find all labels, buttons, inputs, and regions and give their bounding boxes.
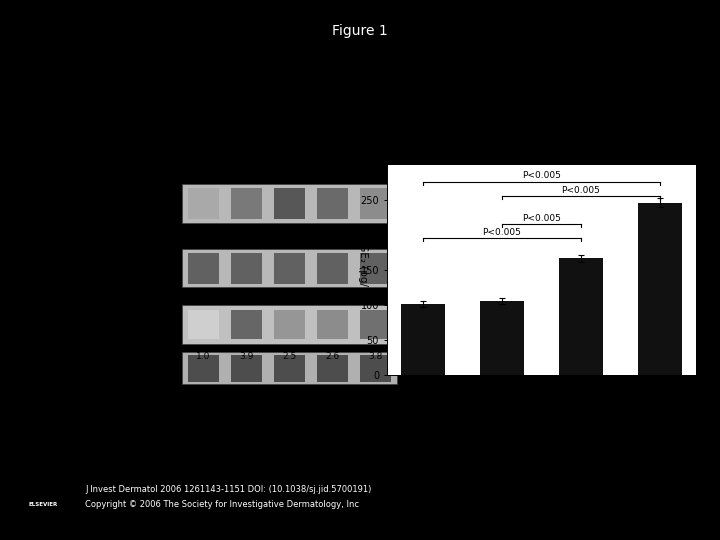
Text: 1.0: 1.0 bbox=[238, 393, 254, 402]
Bar bbox=[188, 188, 219, 219]
Bar bbox=[318, 253, 348, 284]
Bar bbox=[188, 310, 219, 339]
Bar bbox=[182, 249, 397, 287]
Text: 1.0: 1.0 bbox=[238, 296, 254, 306]
Bar bbox=[182, 184, 397, 222]
Bar bbox=[360, 310, 392, 339]
Bar bbox=[188, 253, 219, 284]
Text: β-Actin: β-Actin bbox=[144, 264, 176, 273]
Text: α-Tubulin: α-Tubulin bbox=[138, 363, 176, 373]
Text: b: b bbox=[91, 292, 100, 305]
Text: pcDNA: pcDNA bbox=[188, 296, 219, 306]
Bar bbox=[182, 306, 397, 343]
Text: B4: B4 bbox=[240, 296, 253, 306]
Text: E4: E4 bbox=[327, 168, 338, 178]
Text: 2.6: 2.6 bbox=[325, 353, 340, 361]
Bar bbox=[231, 253, 262, 284]
Y-axis label: PGE₂ (pg/ml): PGE₂ (pg/ml) bbox=[358, 237, 368, 303]
Text: c: c bbox=[407, 164, 414, 177]
Text: ELSEVIER: ELSEVIER bbox=[29, 502, 58, 507]
Bar bbox=[480, 301, 523, 375]
Bar bbox=[360, 188, 392, 219]
Text: 2.5: 2.5 bbox=[282, 353, 297, 361]
Bar bbox=[638, 202, 682, 375]
Bar bbox=[318, 188, 348, 219]
Text: 1.0: 1.0 bbox=[197, 353, 210, 361]
Bar bbox=[274, 355, 305, 382]
Text: 3.8: 3.8 bbox=[369, 353, 383, 361]
Bar bbox=[182, 353, 397, 384]
Text: 3.9: 3.9 bbox=[239, 353, 253, 361]
Text: G7: G7 bbox=[369, 168, 382, 178]
Text: C5: C5 bbox=[284, 296, 296, 306]
Text: 1.0: 1.0 bbox=[197, 232, 210, 240]
Bar bbox=[360, 253, 392, 284]
Text: J Invest Dermatol 2006 1261143-1151 DOI: (10.1038/sj.jid.5700191): J Invest Dermatol 2006 1261143-1151 DOI:… bbox=[85, 485, 372, 494]
Bar bbox=[231, 188, 262, 219]
Text: C5: C5 bbox=[284, 168, 296, 178]
Text: 1.0: 1.0 bbox=[325, 296, 341, 306]
Text: B4: B4 bbox=[240, 168, 253, 178]
Bar bbox=[231, 310, 262, 339]
Bar bbox=[274, 188, 305, 219]
Text: 🌲: 🌲 bbox=[39, 476, 48, 494]
Text: 1.0: 1.0 bbox=[368, 296, 384, 306]
Text: 3.1: 3.1 bbox=[282, 232, 297, 240]
Text: 1.0: 1.0 bbox=[368, 393, 384, 402]
Bar bbox=[231, 355, 262, 382]
Text: 1.0: 1.0 bbox=[325, 393, 341, 402]
Text: 1.0: 1.0 bbox=[196, 393, 211, 402]
Text: G7: G7 bbox=[369, 296, 382, 306]
Bar bbox=[274, 310, 305, 339]
Text: a: a bbox=[91, 164, 99, 177]
Text: P<0.005: P<0.005 bbox=[482, 228, 521, 237]
Bar bbox=[318, 310, 348, 339]
Text: P<0.005: P<0.005 bbox=[522, 172, 561, 180]
Text: 1.0: 1.0 bbox=[282, 393, 297, 402]
Bar bbox=[274, 253, 305, 284]
Text: COX-2: COX-2 bbox=[148, 320, 176, 329]
Bar bbox=[318, 355, 348, 382]
Text: Copyright © 2006 The Society for Investigative Dermatology, Inc: Copyright © 2006 The Society for Investi… bbox=[85, 500, 359, 509]
Text: 1.8: 1.8 bbox=[369, 232, 383, 240]
Text: COX-2: COX-2 bbox=[148, 199, 176, 208]
Text: P<0.005: P<0.005 bbox=[522, 214, 561, 222]
Text: Figure 1: Figure 1 bbox=[332, 24, 388, 38]
Bar bbox=[188, 355, 219, 382]
Text: 2.5: 2.5 bbox=[239, 232, 253, 240]
Text: P<0.005: P<0.005 bbox=[562, 186, 600, 194]
Bar bbox=[360, 355, 392, 382]
Bar bbox=[401, 303, 445, 375]
Text: pcDNA: pcDNA bbox=[188, 168, 219, 178]
Text: 1.0: 1.0 bbox=[282, 296, 297, 306]
Text: 2.7: 2.7 bbox=[325, 232, 340, 240]
Text: 1.0: 1.0 bbox=[196, 296, 211, 306]
Bar bbox=[559, 258, 603, 375]
Text: E4: E4 bbox=[327, 296, 338, 306]
